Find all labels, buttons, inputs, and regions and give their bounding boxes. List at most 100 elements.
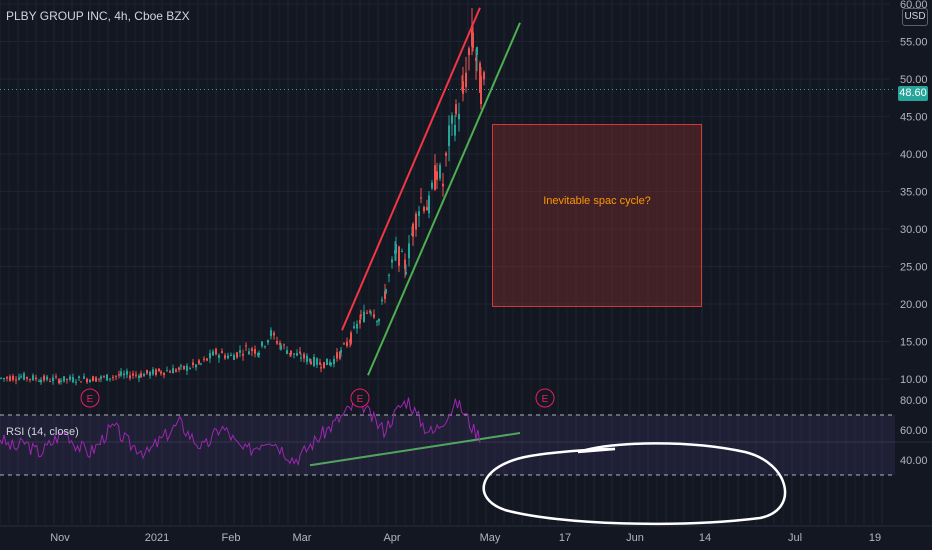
candle-body [316, 358, 318, 365]
rsi-axis[interactable]: 40.00 60.00 80.00 [900, 395, 928, 467]
candle-body [310, 361, 312, 365]
candle-body [26, 377, 28, 379]
candle-body [135, 374, 137, 376]
candle-body [455, 104, 457, 115]
candle-body [118, 374, 120, 376]
candle-body [132, 373, 134, 376]
candle-body [385, 289, 387, 294]
time-axis[interactable]: Nov 2021 Feb Mar Apr May 17 Jun 14 Jul 19 [0, 525, 932, 544]
candle-body [254, 349, 256, 354]
candle-body [78, 376, 80, 378]
candle-body [405, 271, 407, 275]
time-tick-label: 19 [869, 532, 881, 544]
candle-body [303, 354, 305, 359]
price-tick-label: 20.00 [900, 299, 928, 311]
candle-body [175, 369, 177, 372]
candle-body [212, 351, 214, 356]
candle-body [418, 211, 420, 216]
candle-body [89, 379, 91, 382]
candle-body [423, 207, 425, 212]
candle-body [401, 251, 403, 253]
candle-body [309, 358, 311, 362]
earnings-marker [350, 388, 370, 408]
rsi-trendline [309, 432, 521, 467]
earnings-marker-label: E [357, 394, 364, 405]
earnings-marker [535, 388, 555, 408]
candle-body [103, 376, 105, 378]
time-tick-label: 2021 [145, 532, 169, 544]
price-tick-label: 45.00 [900, 112, 928, 124]
candle-body [233, 355, 235, 360]
annotation-box[interactable]: Inevitable spac cycle? [492, 124, 702, 307]
candle-body [261, 341, 263, 347]
price-series [0, 8, 485, 386]
candle-body [258, 353, 260, 356]
price-tick-label: 15.00 [900, 337, 928, 349]
candle-body [330, 362, 332, 365]
candle-body [306, 355, 308, 362]
earnings-marker [80, 388, 100, 408]
candle-body [439, 164, 441, 179]
candle-body [195, 364, 197, 368]
time-tick-label: Mar [293, 532, 312, 544]
candle-body [152, 369, 154, 375]
candle-body [6, 377, 8, 379]
candle-body [40, 379, 42, 383]
candle-body [209, 353, 211, 359]
price-tick-label: 50.00 [900, 74, 928, 86]
candle-body [66, 378, 68, 380]
candle-body [72, 377, 74, 383]
time-tick-label: Feb [222, 532, 241, 544]
candle-body [169, 371, 171, 373]
price-tick-label: 25.00 [900, 262, 928, 274]
candle-body [60, 380, 62, 382]
candle-body [276, 341, 278, 344]
candle-body [189, 368, 191, 370]
candle-body [46, 376, 48, 380]
candle-body [230, 354, 232, 356]
candle-body [336, 352, 338, 359]
candle-body [346, 341, 348, 347]
candle-body [426, 207, 428, 211]
candle-body [29, 378, 31, 380]
earnings-marker-label: E [87, 394, 94, 405]
candle-body [462, 81, 464, 94]
candle-body [286, 350, 288, 354]
candle-body [431, 182, 433, 189]
rsi-freehand-ellipse[interactable] [482, 442, 787, 526]
candle-body [350, 332, 352, 344]
candle-body [23, 373, 25, 380]
candle-body [420, 197, 422, 199]
candle-body [448, 125, 450, 147]
candle-body [160, 371, 162, 374]
candle-body [75, 381, 77, 383]
candle-body [369, 310, 371, 313]
candle-body [395, 243, 397, 254]
candle-body [115, 375, 117, 377]
candle-body [80, 381, 82, 383]
candle-body [242, 353, 244, 356]
currency-button[interactable]: USD [902, 8, 928, 26]
earnings-marker-label: E [542, 394, 549, 405]
time-tick-label: Nov [50, 532, 70, 544]
candle-body [415, 213, 417, 230]
candle-body [313, 356, 315, 366]
candle-body [12, 376, 14, 380]
time-tick-label: Apr [383, 532, 400, 544]
candle-body [98, 378, 100, 380]
price-axis[interactable]: 10.00 15.00 20.00 25.00 30.00 35.00 40.00 45.00… [900, 0, 928, 386]
rsi-title[interactable]: RSI (14, close) [6, 426, 79, 438]
candle-body [251, 348, 253, 352]
rsi-line [0, 392, 481, 466]
candle-body [280, 345, 282, 350]
candle-body [183, 365, 185, 370]
time-tick-label: Jun [626, 532, 644, 544]
price-trendline [367, 22, 521, 376]
candle-body [300, 357, 302, 359]
symbol-title[interactable]: PLBY GROUP INC, 4h, Cboe BZX [6, 9, 190, 23]
trendlines[interactable] [309, 7, 521, 467]
candle-body [143, 373, 145, 377]
candle-body [35, 377, 37, 380]
